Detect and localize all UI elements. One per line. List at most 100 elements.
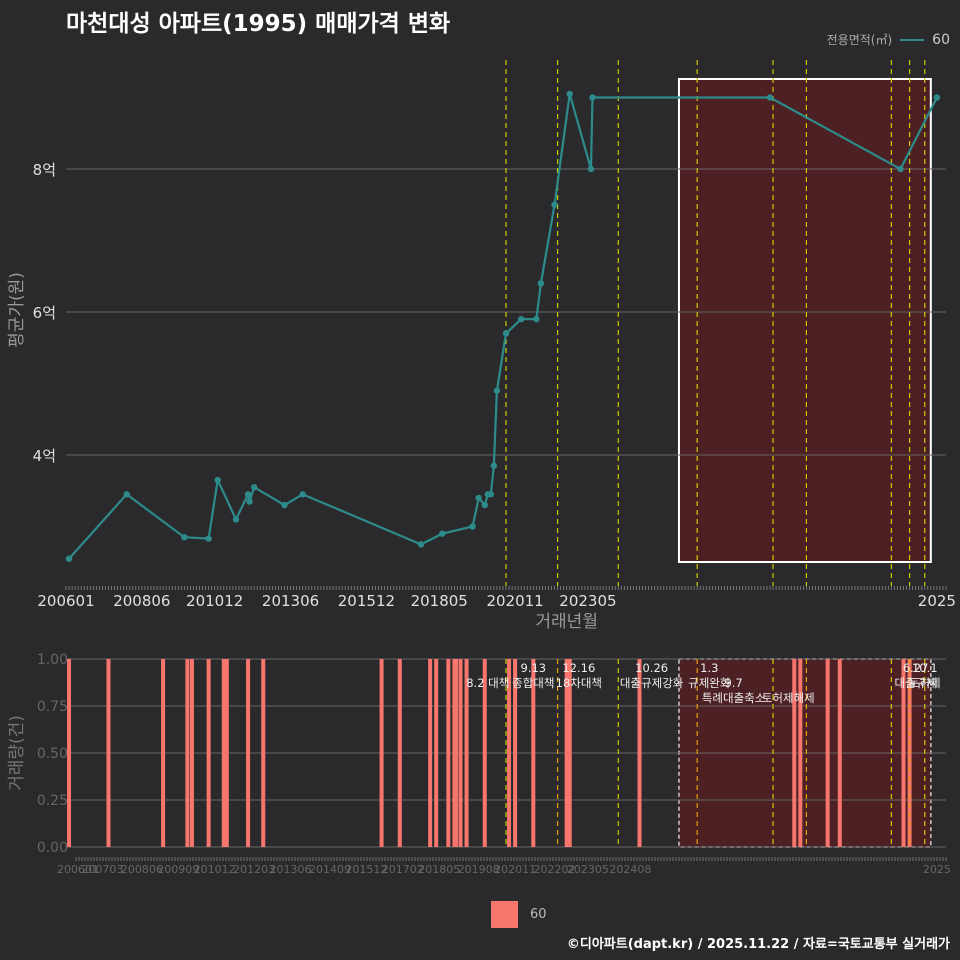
policy-annotation: 9.7 [724,676,742,690]
data-point [897,165,904,173]
y-tick-label-bottom: 0.50 [37,746,68,762]
data-point [493,387,501,394]
bar [901,659,906,847]
data-point [181,534,188,541]
legend-line-swatch [900,38,925,41]
data-point [205,535,212,542]
x-tick-label-bottom: 200601 [57,863,99,876]
policy-annotation: 1.3 [700,661,718,675]
x-tick-label-bottom: 201306 [270,863,312,876]
data-point [551,201,558,208]
policy-annotation: 6.27 [903,661,929,675]
x-tick-label: 201012 [186,592,243,610]
highlight-region [677,78,932,563]
x-tick-label-bottom: 201908 [458,863,500,876]
policy-annotation: 종합대책 [512,676,554,690]
x-tick-label: 201805 [411,592,468,610]
bar [397,659,402,847]
bar [221,659,226,847]
x-tick-label: 202011 [486,592,543,610]
legend-bottom-label: 60 [530,907,547,922]
x-tick-label-bottom: 201012 [194,863,236,876]
y-tick-label-bottom: 1.00 [37,652,68,668]
policy-annotation: 규제완화 [688,676,731,690]
data-point [250,483,258,491]
x-tick-label-bottom: 202202 [534,863,576,876]
data-point [244,491,252,498]
bar [428,659,433,847]
bar [67,659,72,847]
y-axis-title-bottom: 거래량(건) [7,715,27,791]
bar [792,659,797,847]
data-point [566,90,573,98]
policy-annotation: 토허제 [909,676,941,690]
data-point [587,165,595,173]
data-point [232,516,240,523]
x-tick-label: 200601 [37,592,94,610]
policy-annotation: 10.26 [635,661,668,675]
y-tick-label-bottom: 0.00 [37,840,68,856]
legend-top-label: 60 [932,31,950,48]
footer-credit: ©디아파트(dapt.kr) / 2025.11.22 / 자료=국토교통부 실… [566,937,950,952]
data-point [214,476,221,484]
bar [246,659,251,847]
bar [458,659,463,847]
bar [837,659,842,847]
data-point [589,94,596,101]
bar [798,659,803,847]
x-tick-label: 200806 [113,592,170,610]
data-point [246,498,253,505]
data-point [123,491,130,498]
bar [224,659,229,847]
bar [453,659,458,847]
bar [434,659,439,847]
bar [261,659,266,847]
x-tick-label-bottom: 201805 [418,863,460,876]
data-point [766,94,774,101]
data-point [299,491,306,498]
x-tick-label-bottom: 200806 [121,863,163,876]
x-tick-label-bottom: 201702 [382,863,424,876]
x-tick-label: 202305 [559,592,616,610]
data-point [487,491,495,498]
data-point [533,315,540,323]
policy-annotation: 10.1 [912,661,938,675]
x-tick-label-bottom: 2025 [923,863,951,876]
data-point [502,330,510,337]
bar [513,659,518,847]
policy-annotation: 8.2 대책 [466,676,509,690]
bar [106,659,111,847]
data-point [65,555,73,562]
x-axis-title: 거래년월 [535,612,598,632]
y-tick-label: 8억 [33,161,56,179]
data-point [469,523,476,530]
y-tick-label: 4억 [33,447,56,465]
policy-annotation: 특례대출축소 [702,691,765,705]
data-point [490,462,498,469]
bar [637,659,642,847]
x-tick-label-bottom: 201512 [345,863,387,876]
policy-annotation: 토허제해제 [762,691,815,705]
y-tick-label: 6억 [33,304,56,322]
data-point [481,501,488,509]
legend-top-title: 전용면적(㎡) [826,33,893,47]
bar [531,659,536,847]
x-tick-label-bottom: 201203 [233,863,275,876]
bar [446,659,451,847]
bar [564,659,569,847]
x-tick-label: 2025 [918,592,956,610]
policy-annotation: 대출규제강화 [620,676,684,690]
legend-top: 전용면적(㎡) 60 [827,31,950,48]
data-point [281,501,288,509]
data-point [517,315,525,323]
policy-annotation: 9.13 [521,661,547,675]
x-tick-label: 201306 [262,592,319,610]
bar [379,659,384,847]
policy-annotation: 대출규제 [894,676,936,690]
bar [825,659,830,847]
x-tick-label-bottom: 202305 [567,863,609,876]
y-tick-label-bottom: 0.75 [37,699,68,715]
bar [206,659,211,847]
policy-annotation: 12.16 [562,661,595,675]
